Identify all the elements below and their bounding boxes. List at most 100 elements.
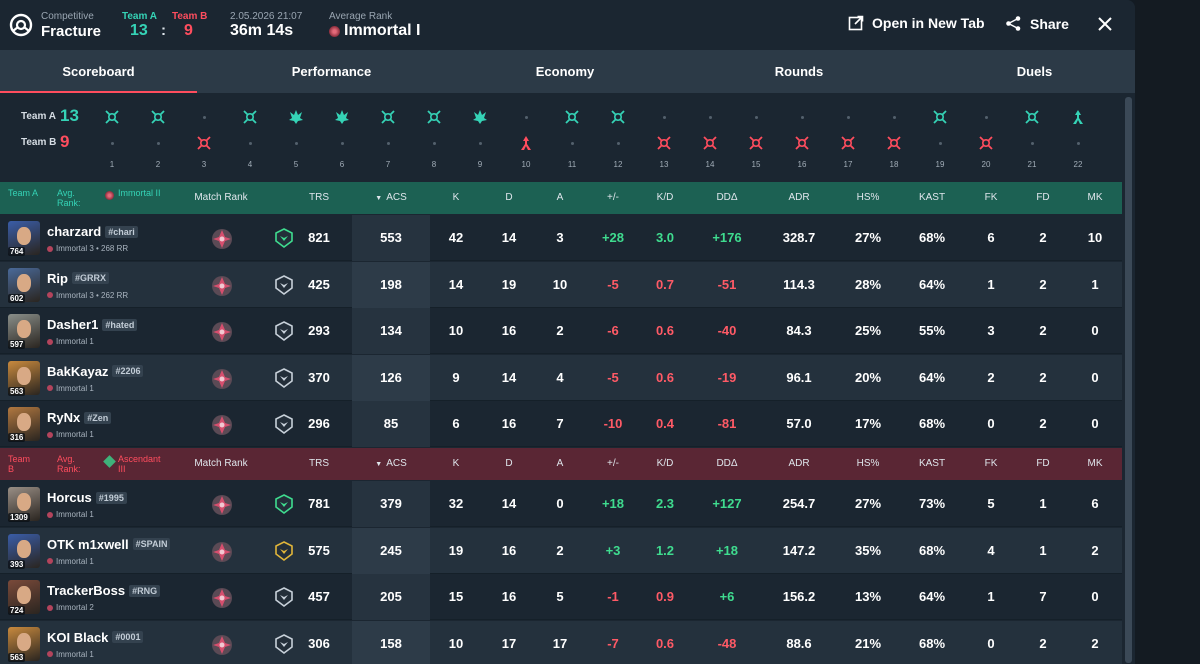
player-name[interactable]: charzard #chari xyxy=(47,224,138,239)
column-header-dd[interactable]: DDΔ xyxy=(716,192,738,203)
player-row[interactable]: 563 BakKayaz #2206 Immortal 1 370 126 9 14 4 -5 0… xyxy=(0,354,1122,401)
tab-scoreboard[interactable]: Scoreboard xyxy=(0,50,197,93)
column-header-k[interactable]: K xyxy=(452,192,460,203)
column-header-dd[interactable]: DDΔ xyxy=(716,458,738,469)
player-row[interactable]: 1309 Horcus #1995 Immortal 1 781 379 32 14 0 +18… xyxy=(0,481,1122,527)
share-label: Share xyxy=(1030,15,1069,32)
round-number: 16 xyxy=(797,160,807,169)
stat-fd: 1 xyxy=(1039,542,1047,558)
agent-face-icon xyxy=(17,493,31,511)
tab-rounds[interactable]: Rounds xyxy=(774,64,824,79)
player-row[interactable]: 597 Dasher1 #hated Immortal 1 293 134 10 16 2 -6… xyxy=(0,308,1122,354)
stat-a: 5 xyxy=(556,589,564,604)
player-level: 602 xyxy=(8,293,26,303)
column-header-trs[interactable]: TRS xyxy=(309,458,329,469)
player-row[interactable]: 316 RyNx #Zen Immortal 1 296 85 6 16 7 -10 0.4 -81… xyxy=(0,401,1122,447)
column-header-d[interactable]: D xyxy=(505,192,513,203)
stat-hs: 27% xyxy=(854,230,882,245)
column-header-pm[interactable]: +/- xyxy=(607,192,619,203)
column-header-fk[interactable]: FK xyxy=(984,192,998,203)
stat-trs: 293 xyxy=(308,323,330,338)
column-header-kast[interactable]: KAST xyxy=(918,458,946,469)
player-rank: Immortal 1 xyxy=(47,430,94,439)
stat-dd: +176 xyxy=(712,230,742,245)
stat-pm: -1 xyxy=(607,589,619,604)
stat-dd: +6 xyxy=(719,589,735,604)
column-header-hs[interactable]: HS% xyxy=(856,458,880,469)
column-header-d[interactable]: D xyxy=(505,458,513,469)
column-header-mrank[interactable]: Match Rank xyxy=(194,458,248,469)
stat-hs: 27% xyxy=(854,496,882,511)
player-rank: Immortal 1 xyxy=(47,384,94,393)
player-name[interactable]: TrackerBoss #RNG xyxy=(47,583,161,598)
column-header-acs[interactable]: ▼ ACS xyxy=(361,458,421,469)
round-number: 2 xyxy=(155,160,161,169)
game-mode: Competitive xyxy=(41,11,94,22)
round-number: 5 xyxy=(293,160,299,169)
stat-adr: 114.3 xyxy=(783,276,815,292)
player-name[interactable]: Rip #GRRX xyxy=(47,271,109,286)
close-icon[interactable] xyxy=(1096,15,1114,33)
player-row[interactable]: 563 KOI Black #0001 Immortal 1 306 158 10 17 17… xyxy=(0,620,1122,664)
scrollbar-thumb[interactable] xyxy=(1125,97,1132,663)
acs-column-highlight xyxy=(352,354,430,401)
player-name[interactable]: RyNx #Zen xyxy=(47,410,112,425)
stat-hs: 20% xyxy=(854,369,882,385)
column-header-fk[interactable]: FK xyxy=(984,458,998,469)
player-name[interactable]: OTK m1xwell #SPAIN xyxy=(47,537,171,552)
elimination-round-icon xyxy=(104,109,120,125)
tab-bar: Scoreboard Performance Economy Rounds Du… xyxy=(0,50,1135,93)
column-header-fd[interactable]: FD xyxy=(1036,458,1050,469)
player-row[interactable]: 724 TrackerBoss #RNG Immortal 2 457 205 15 16 5… xyxy=(0,574,1122,620)
player-name[interactable]: BakKayaz #2206 xyxy=(47,364,144,379)
column-header-fd[interactable]: FD xyxy=(1036,192,1050,203)
immortal-rank-icon xyxy=(329,25,340,37)
detonate-round-icon xyxy=(334,109,350,125)
scrollbar[interactable] xyxy=(1122,93,1135,664)
stat-d: 17 xyxy=(501,635,517,651)
column-header-hs[interactable]: HS% xyxy=(856,192,880,203)
detonate-round-icon xyxy=(472,109,488,125)
column-header-a[interactable]: A xyxy=(556,458,564,469)
tab-performance[interactable]: Performance xyxy=(291,64,372,79)
player-row[interactable]: 602 Rip #GRRX Immortal 3 • 262 RR 425 198 14 1… xyxy=(0,261,1122,308)
player-rank-text: Immortal 2 xyxy=(56,603,94,612)
share-button[interactable]: Share xyxy=(1005,15,1069,32)
column-header-mk[interactable]: MK xyxy=(1087,458,1103,469)
round-number: 15 xyxy=(751,160,761,169)
tab-economy[interactable]: Economy xyxy=(535,64,595,79)
column-header-kd[interactable]: K/D xyxy=(656,458,674,469)
column-header-adr[interactable]: ADR xyxy=(788,458,810,469)
elimination-round-icon xyxy=(150,109,166,125)
column-header-mrank[interactable]: Match Rank xyxy=(194,192,248,203)
trs-badge-icon xyxy=(274,633,294,654)
stat-fk: 4 xyxy=(987,542,995,558)
stat-adr: 254.7 xyxy=(782,496,816,511)
column-header-kd[interactable]: K/D xyxy=(656,192,674,203)
column-header-adr[interactable]: ADR xyxy=(788,192,810,203)
stat-kd: 0.7 xyxy=(655,276,675,292)
column-header-mk[interactable]: MK xyxy=(1087,192,1103,203)
player-name[interactable]: Dasher1 #hated xyxy=(47,317,138,332)
player-name[interactable]: Horcus #1995 xyxy=(47,490,127,505)
column-header-kast[interactable]: KAST xyxy=(918,192,946,203)
stat-fk: 0 xyxy=(987,416,995,431)
player-row[interactable]: 393 OTK m1xwell #SPAIN Immortal 1 575 245 19 1… xyxy=(0,527,1122,574)
elimination-round-icon xyxy=(426,109,442,125)
stat-dd: -40 xyxy=(717,323,737,338)
average-rank-label: Average Rank xyxy=(329,11,393,22)
team-b-avg-rank: Ascendant III xyxy=(103,454,170,474)
sort-desc-icon: ▼ xyxy=(375,195,383,202)
column-header-a[interactable]: A xyxy=(556,192,564,203)
column-header-pm[interactable]: +/- xyxy=(607,458,619,469)
player-name[interactable]: KOI Black #0001 xyxy=(47,630,144,645)
open-new-tab-button[interactable]: Open in New Tab xyxy=(848,15,985,31)
match-rank-icon xyxy=(210,540,234,564)
tab-duels[interactable]: Duels xyxy=(1016,64,1053,79)
stat-fk: 0 xyxy=(987,635,995,651)
agent-face-icon xyxy=(17,366,31,385)
player-row[interactable]: 764 charzard #chari Immortal 3 • 268 RR 821… xyxy=(0,215,1122,261)
column-header-trs[interactable]: TRS xyxy=(309,192,329,203)
column-header-k[interactable]: K xyxy=(452,458,460,469)
column-header-acs[interactable]: ▼ ACS xyxy=(361,192,421,203)
